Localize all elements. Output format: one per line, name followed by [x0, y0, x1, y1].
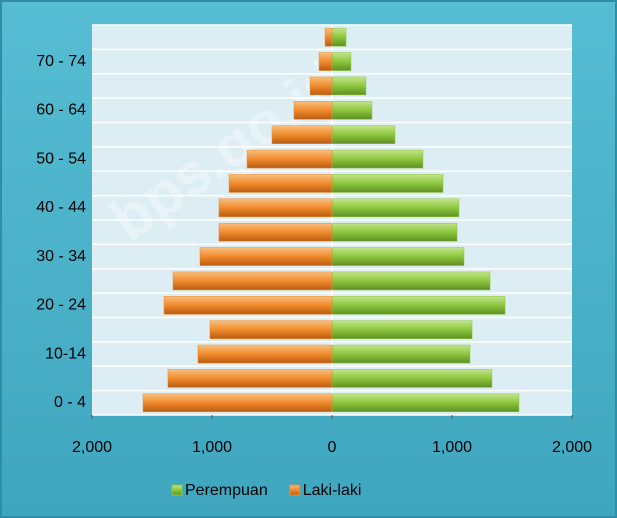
x-tick-label: 2,000	[552, 439, 592, 456]
bar	[199, 247, 333, 266]
bar	[331, 296, 506, 315]
bar	[163, 296, 333, 315]
bar	[324, 27, 333, 47]
bar	[331, 247, 465, 266]
bar	[331, 101, 373, 120]
legend-label: Perempuan	[185, 482, 268, 499]
legend-swatch	[171, 484, 183, 496]
legend-label: Laki-laki	[303, 482, 362, 499]
bar	[218, 222, 333, 242]
y-tick-label: 20 - 24	[36, 297, 86, 314]
bar	[331, 125, 396, 144]
y-tick-label: 60 - 64	[36, 102, 86, 119]
bar	[331, 149, 424, 169]
bar	[246, 149, 333, 169]
bar	[228, 174, 333, 193]
bar	[318, 52, 333, 71]
x-tick-label: 1,000	[192, 439, 232, 456]
bar	[331, 198, 460, 218]
bar	[271, 125, 333, 144]
bar	[172, 271, 333, 291]
bar	[331, 174, 444, 193]
bar	[331, 369, 493, 388]
bar	[331, 271, 491, 291]
bar	[331, 76, 367, 96]
x-tick-label: 0	[328, 439, 337, 456]
bar	[209, 320, 333, 339]
x-tick-label: 2,000	[72, 439, 112, 456]
legend-swatch	[289, 484, 301, 496]
bar	[331, 52, 352, 71]
bar	[331, 393, 520, 413]
bar	[197, 344, 333, 364]
bar	[167, 369, 333, 388]
x-tick-label: 1,000	[432, 439, 472, 456]
y-tick-label: 50 - 54	[36, 150, 86, 167]
y-tick-label: 0 - 4	[54, 394, 86, 411]
y-tick-label: 10-14	[45, 345, 86, 362]
bar	[293, 101, 333, 120]
bar	[142, 393, 333, 413]
bar	[331, 222, 458, 242]
bar	[309, 76, 333, 96]
y-tick-label: 40 - 44	[36, 199, 86, 216]
bar	[331, 320, 473, 339]
y-tick-label: 30 - 34	[36, 248, 86, 265]
bar	[218, 198, 333, 218]
bar	[331, 27, 347, 47]
bar	[331, 344, 471, 364]
y-tick-label: 70 - 74	[36, 53, 86, 70]
